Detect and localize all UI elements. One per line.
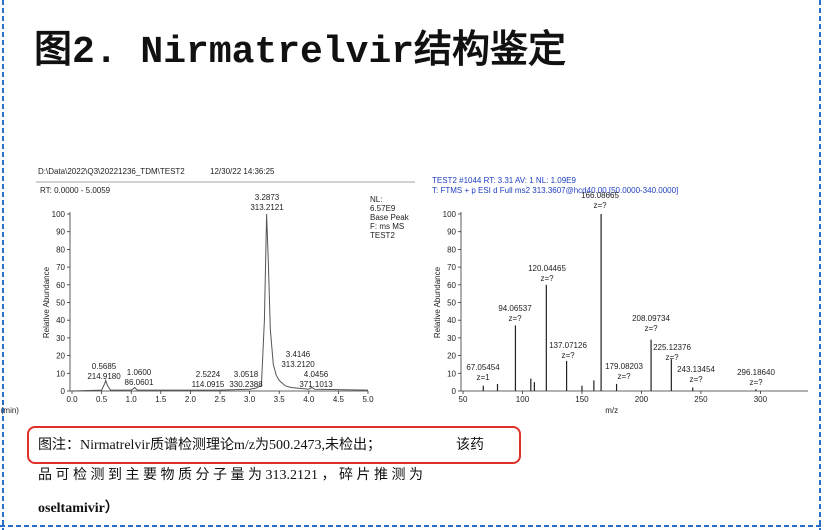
peak-label: z=?: [644, 324, 658, 333]
caption-line: 该药: [456, 437, 484, 453]
peak-label: z=?: [561, 351, 575, 360]
caption-line: 品 可 检 测 到 主 要 物 质 分 子 量 为 313.2121 ， 碎 片…: [38, 467, 423, 483]
peak-label: 296.18640: [737, 368, 775, 377]
y-tick-label: 70: [56, 263, 65, 272]
peak-label: 120.04465: [528, 264, 566, 273]
x-tick-label: 0.5: [96, 395, 108, 404]
x-axis-label: m/z: [605, 406, 618, 415]
peak-label: 137.07126: [549, 341, 587, 350]
y-tick-label: 20: [56, 352, 65, 361]
peak-label: z=?: [665, 353, 679, 362]
peak-label: 179.08203: [605, 362, 643, 371]
info-text: F: ms MS: [370, 222, 404, 231]
peak-label: 4.0456: [304, 370, 329, 379]
y-tick-label: 60: [56, 281, 65, 290]
y-tick-label: 30: [56, 334, 65, 343]
x-tick-label: 2.5: [214, 395, 226, 404]
peak-label: 166.08665: [581, 191, 619, 200]
y-axis-label: Relative Abundance: [42, 266, 51, 338]
y-tick-label: 50: [447, 299, 456, 308]
info-text: Base Peak: [370, 213, 410, 222]
y-tick-label: 40: [56, 316, 65, 325]
y-tick-label: 70: [447, 263, 456, 272]
peak-label: 3.4146: [286, 350, 311, 359]
peak-label: 371.1013: [299, 380, 333, 389]
scan-header: TEST2 #1044 RT: 3.31 AV: 1 NL: 1.09E9: [432, 176, 576, 185]
caption-line: oseltamivir）: [38, 500, 119, 516]
file-path: D:\Data\2022\Q3\20221236_TDM\TEST2: [38, 167, 185, 176]
y-tick-label: 30: [447, 334, 456, 343]
x-tick-label: 1.0: [126, 395, 138, 404]
peak-label: 243.13454: [677, 365, 715, 374]
y-tick-label: 10: [447, 369, 456, 378]
y-tick-label: 60: [447, 281, 456, 290]
info-text: 6.57E9: [370, 204, 396, 213]
peak-label: 214.9180: [87, 372, 121, 381]
peak-label: 1.0600: [127, 368, 152, 377]
x-tick-label: 150: [575, 395, 589, 404]
x-tick-label: 250: [694, 395, 708, 404]
peak-label: 2.5224: [196, 370, 221, 379]
caption-line: 图注：Nirmatrelvir质谱检测理论m/z为500.2473,未检出；: [38, 437, 381, 453]
x-tick-label: 3.0: [244, 395, 256, 404]
peak-label: 94.06537: [498, 304, 532, 313]
x-tick-label: 50: [459, 395, 468, 404]
y-tick-label: 80: [56, 245, 65, 254]
x-tick-label: 100: [516, 395, 530, 404]
peak-label: 0.5685: [92, 362, 117, 371]
y-tick-label: 90: [447, 228, 456, 237]
x-tick-label: 4.0: [303, 395, 315, 404]
peak-label: z=?: [689, 375, 703, 384]
peak-label: z=?: [593, 201, 607, 210]
trace: [71, 213, 369, 392]
x-tick-label: 1.5: [155, 395, 167, 404]
peak-label: z=?: [540, 274, 554, 283]
rt-range: RT: 0.0000 - 5.0059: [40, 186, 111, 195]
x-tick-label: 0.0: [66, 395, 78, 404]
peak-label: 225.12376: [653, 343, 691, 352]
title: 图2. Nirmatrelvir结构鉴定: [34, 29, 566, 74]
peak-label: 313.2120: [281, 360, 315, 369]
highlight-box: [27, 426, 521, 464]
y-tick-label: 50: [56, 299, 65, 308]
x-axis-label: Time (min): [0, 406, 19, 415]
y-tick-label: 0: [452, 387, 457, 396]
info-text: NL:: [370, 195, 382, 204]
peak-label: 208.09734: [632, 314, 670, 323]
y-tick-label: 20: [447, 352, 456, 361]
peak-label: z=?: [617, 372, 631, 381]
peak-label: z=?: [508, 314, 522, 323]
y-axis-label: Relative Abundance: [433, 266, 442, 338]
date: 12/30/22 14:36:25: [210, 167, 275, 176]
y-tick-label: 100: [52, 210, 66, 219]
x-tick-label: 200: [635, 395, 649, 404]
y-tick-label: 0: [61, 387, 66, 396]
y-tick-label: 80: [447, 245, 456, 254]
peak-label: 67.05454: [466, 363, 500, 372]
x-tick-label: 3.5: [274, 395, 286, 404]
y-tick-label: 100: [443, 210, 457, 219]
x-tick-label: 4.5: [333, 395, 345, 404]
peak-label: 3.2873: [255, 193, 280, 202]
peak-label: 114.0915: [192, 380, 225, 389]
x-tick-label: 5.0: [362, 395, 374, 404]
peak-label: z=?: [749, 378, 763, 387]
y-tick-label: 10: [56, 369, 65, 378]
peak-label: z=1: [476, 373, 490, 382]
y-tick-label: 90: [56, 228, 65, 237]
peak-label: 3.0518: [234, 370, 259, 379]
peak-label: 86.0601: [125, 378, 154, 387]
x-tick-label: 2.0: [185, 395, 197, 404]
peak-label: 313.2121: [250, 203, 284, 212]
y-tick-label: 40: [447, 316, 456, 325]
peak-label: 330.2388: [229, 380, 263, 389]
x-tick-label: 300: [754, 395, 768, 404]
info-text: TEST2: [370, 231, 395, 240]
scan-filter: T: FTMS + p ESI d Full ms2 313.3607@hcd4…: [432, 186, 678, 195]
